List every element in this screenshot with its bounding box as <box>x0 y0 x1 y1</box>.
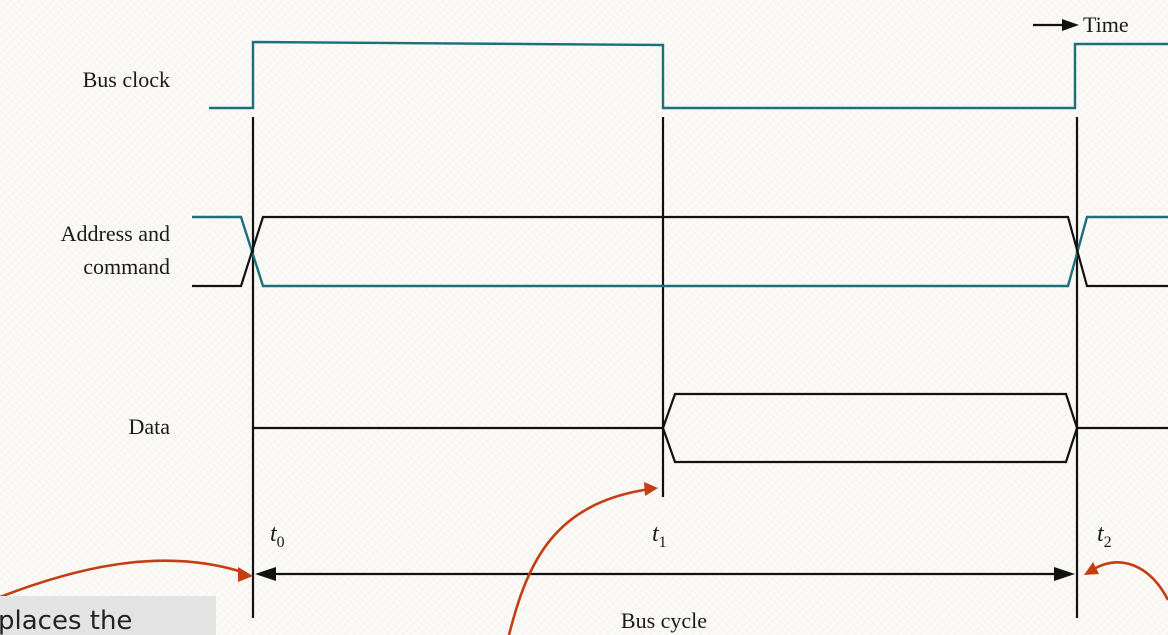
caption-text: places the <box>0 606 133 635</box>
bus-clock-waveform <box>209 40 1168 110</box>
time-label: Time <box>1083 12 1129 37</box>
annotation-arrow-t2 <box>1084 561 1168 601</box>
bus-cycle-label: Bus cycle <box>621 608 707 633</box>
t2-label: t2 <box>1097 521 1112 551</box>
time-arrow <box>1033 19 1079 31</box>
address-label-line2: command <box>83 254 170 279</box>
bus-clock-label: Bus clock <box>83 67 170 92</box>
address-label-line1: Address and <box>61 221 170 246</box>
data-waveform <box>253 392 1168 464</box>
t0-label: t0 <box>270 521 285 551</box>
t1-label: t1 <box>652 521 667 551</box>
annotation-arrow-t0 <box>0 559 253 599</box>
caption-box: places the <box>0 596 216 635</box>
bus-cycle-arrow <box>255 567 1075 581</box>
address-command-waveform <box>192 215 1168 288</box>
annotation-arrow-t1 <box>507 482 658 635</box>
data-label: Data <box>128 414 170 439</box>
